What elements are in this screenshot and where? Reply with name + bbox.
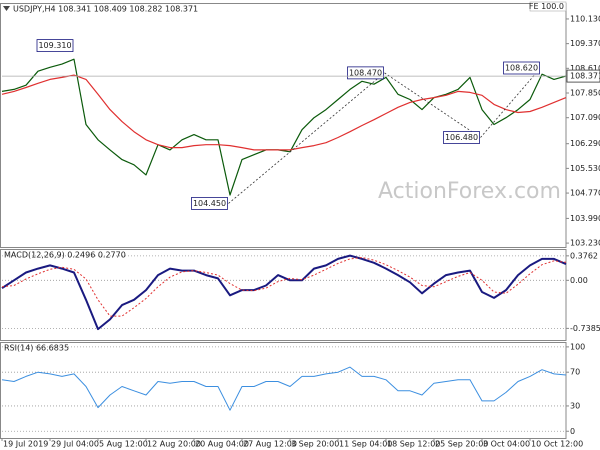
y-tick-label: 0.3762	[570, 251, 598, 260]
series-line	[1, 254, 567, 331]
panel-border	[0, 249, 567, 341]
y-tick-label: 108.610	[570, 64, 600, 73]
series-line	[1, 58, 567, 196]
y-tick-label: 104.770	[570, 189, 600, 198]
panel-title: RSI(14) 66.6835	[4, 344, 69, 353]
panel-border	[0, 3, 567, 248]
x-tick-label: 5 Aug 12:00	[99, 440, 148, 449]
y-tick-label: 30	[570, 401, 580, 410]
y-tick-label: 107.850	[570, 89, 600, 98]
annotation-label: 104.450	[193, 199, 226, 208]
x-tick-label: 3 Oct 04:00	[483, 440, 530, 449]
x-tick-label: 20 Aug 04:00	[195, 440, 249, 449]
x-tick-label: 25 Sep 20:00	[435, 440, 488, 449]
panel-border	[0, 342, 567, 439]
panel-title: USDJPY,H4 108.341 108.409 108.282 108.37…	[13, 5, 198, 14]
note-box	[529, 1, 567, 12]
y-tick-label: 100	[570, 342, 585, 351]
annotation-box	[443, 131, 480, 144]
last-price-label: 108.371	[570, 72, 600, 81]
x-tick-label: 11 Sep 04:00	[339, 440, 392, 449]
y-tick-label: 109.370	[570, 39, 600, 48]
y-tick-label: 103.990	[570, 214, 600, 223]
y-tick-label: 103.230	[570, 239, 600, 248]
y-tick-label: -0.7385	[570, 324, 600, 333]
symbol-marker	[3, 6, 10, 11]
trend-line	[228, 72, 385, 204]
trend-line	[384, 72, 481, 138]
annotation-label: 108.470	[349, 68, 382, 77]
y-tick-label: 110.130	[570, 14, 600, 23]
note: FE 100.0	[529, 2, 564, 11]
y-tick-label: 0.00	[570, 276, 588, 285]
annotation-label: 108.620	[505, 63, 538, 72]
y-tick-label: 70	[570, 368, 580, 377]
trend-line	[480, 67, 541, 138]
x-tick-label: 18 Sep 12:00	[387, 440, 440, 449]
x-tick-label: 12 Aug 20:00	[147, 440, 201, 449]
annotation-label: 109.310	[38, 41, 71, 50]
y-tick-label: 106.290	[570, 139, 600, 148]
annotation-box	[36, 39, 74, 52]
annotation-box	[503, 61, 540, 75]
series-line	[1, 74, 567, 151]
panel-title: MACD(12,26,9) 0.2496 0.2770	[4, 251, 126, 260]
x-tick-label: 27 Aug 12:00	[243, 440, 297, 449]
x-tick-label: 3 Sep 20:00	[291, 440, 339, 449]
y-tick-label: 107.090	[570, 113, 600, 122]
x-tick-label: 29 Jul 04:00	[51, 440, 99, 449]
series-line	[1, 366, 567, 411]
y-tick-label: 105.530	[570, 164, 600, 173]
y-tick-label: 0	[570, 427, 575, 436]
watermark: ActionForex.com	[378, 179, 561, 204]
x-tick-label: 10 Oct 12:00	[531, 440, 583, 449]
annotation-box	[191, 197, 228, 210]
last-price-box	[566, 69, 600, 83]
annotation-label: 106.480	[445, 133, 478, 142]
x-tick-label: 19 Jul 2019	[3, 440, 48, 449]
